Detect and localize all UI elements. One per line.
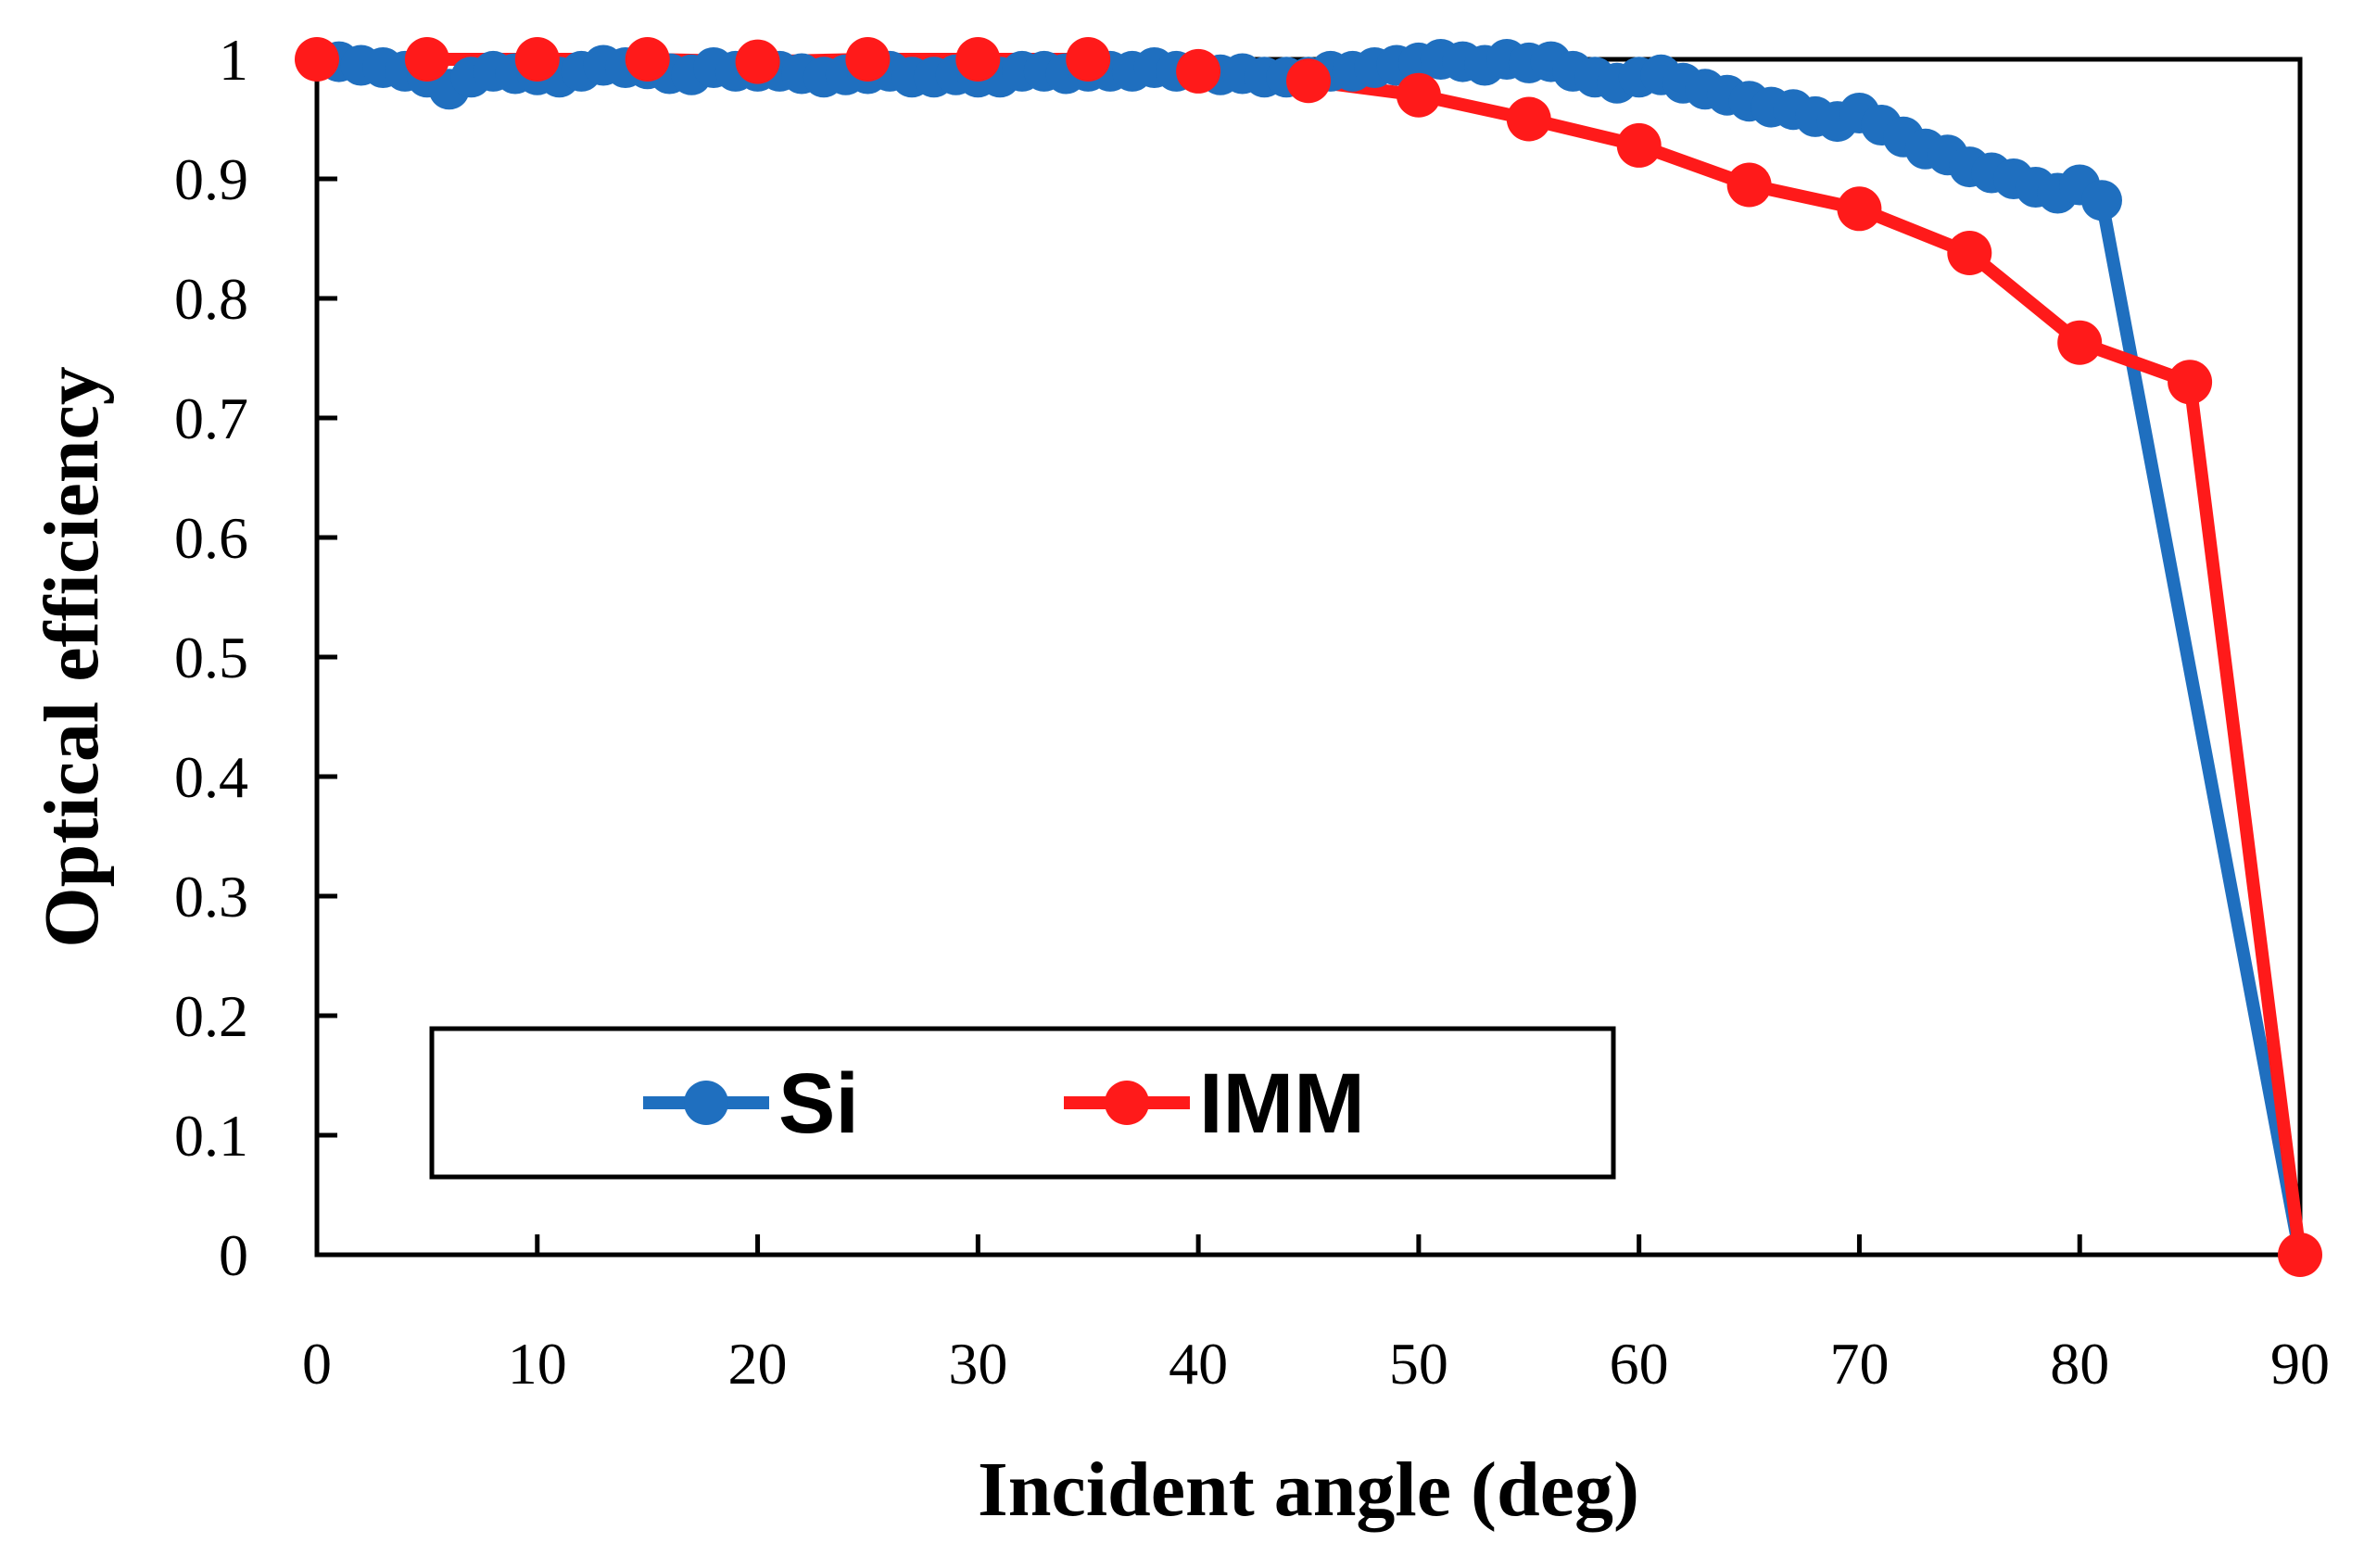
series-imm-point xyxy=(955,37,1001,82)
legend-si-marker xyxy=(684,1081,728,1125)
x-tick-label: 80 xyxy=(2050,1331,2109,1397)
y-tick-label: 0.2 xyxy=(174,983,248,1049)
series-imm-point xyxy=(1066,37,1111,82)
series-imm-point xyxy=(625,37,670,82)
legend-si-label: Si xyxy=(778,1056,859,1151)
legend: Si IMM xyxy=(429,1026,1616,1180)
series-imm-point xyxy=(735,39,780,84)
y-tick-label: 0.1 xyxy=(174,1103,248,1169)
series-imm-point xyxy=(514,37,560,82)
series-imm-point xyxy=(845,37,891,82)
x-axis-title: Incident angle (deg) xyxy=(978,1447,1639,1533)
y-tick-label: 0.7 xyxy=(174,386,248,451)
series-imm-point xyxy=(1616,122,1662,168)
series-imm-point xyxy=(404,37,449,82)
y-tick-label: 0.6 xyxy=(174,505,248,571)
y-tick-label: 1 xyxy=(219,27,248,93)
y-tick-label: 0.3 xyxy=(174,864,248,929)
x-tick-label: 60 xyxy=(1610,1331,1669,1397)
y-tick-label: 0.5 xyxy=(174,625,248,690)
series-imm-point xyxy=(1506,96,1551,142)
series-imm-point xyxy=(1286,58,1331,104)
series-imm-point xyxy=(1726,162,1772,208)
series-imm-point xyxy=(295,37,339,82)
series-imm-point xyxy=(1947,231,1992,275)
series-points xyxy=(295,37,2322,1277)
y-tick-label: 0.8 xyxy=(174,266,248,332)
x-tick-label: 50 xyxy=(1389,1331,1448,1397)
legend-imm-marker xyxy=(1105,1081,1149,1125)
series-imm-point xyxy=(2057,320,2103,365)
x-tick-label: 30 xyxy=(948,1331,1007,1397)
x-tick-label: 0 xyxy=(302,1331,332,1397)
x-tick-label: 10 xyxy=(508,1331,567,1397)
tick-labels: 0 10 20 30 40 50 60 70 80 90 0 0.1 0.2 0.3 0.4 0.5 0.6 0.… xyxy=(174,27,2330,1397)
legend-box xyxy=(429,1026,1616,1180)
series-imm-point xyxy=(1837,186,1882,232)
y-tick-label: 0.9 xyxy=(174,146,248,212)
y-axis-title: Optical efficiency xyxy=(29,366,115,947)
x-tick-label: 40 xyxy=(1169,1331,1228,1397)
series-imm-point xyxy=(2168,360,2213,405)
series-si-point xyxy=(2081,180,2122,221)
series-imm-point xyxy=(1176,48,1221,94)
x-tick-label: 70 xyxy=(1829,1331,1889,1397)
y-tick-label: 0.4 xyxy=(174,744,248,810)
series-imm-point xyxy=(1396,72,1441,118)
y-tick-label: 0 xyxy=(219,1222,248,1288)
series-imm-point xyxy=(2278,1233,2322,1277)
legend-imm-label: IMM xyxy=(1199,1056,1365,1151)
x-tick-label: 20 xyxy=(728,1331,788,1397)
x-tick-label: 90 xyxy=(2270,1331,2330,1397)
